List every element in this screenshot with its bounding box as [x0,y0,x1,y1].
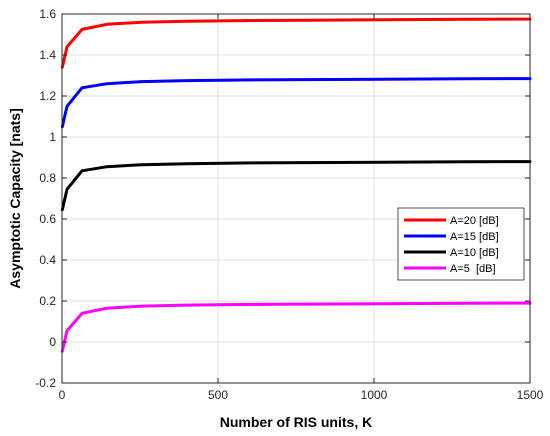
legend-entry: A=15 [dB] [450,231,499,243]
y-tick-label: 0 [49,335,56,349]
y-tick-label: 1.2 [39,89,56,103]
series-line-4 [60,301,532,353]
series-line-1 [60,17,532,69]
y-tick-label: 1.6 [39,7,56,21]
plot-frame [61,13,531,384]
series-line-3 [60,160,532,212]
ticks: -0.200.20.40.60.811.21.41.60 500 1000 1500 [35,7,543,402]
legend: A=20 [dB] A=15 [dB] A=10 [dB] A=5 [dB] [397,207,525,281]
y-axis-label: Asymptotic Capacity [nats] [7,108,23,288]
series-lines [60,17,532,353]
x-tick-label: 500 [208,388,228,402]
y-tick-label: 0.2 [39,294,56,308]
x-axis-label: Number of RIS units, K [220,414,372,430]
y-tick-label: 0.8 [39,171,56,185]
y-tick-label: 0.4 [39,253,56,267]
series-line-2 [60,77,532,129]
x-tick-label: 0 [59,388,66,402]
y-tick-label: 1 [49,130,56,144]
legend-entry: A=20 [dB] [450,215,499,227]
grid [61,13,531,384]
legend-entry: A=10 [dB] [450,247,499,259]
legend-entry: A=5 [dB] [450,263,496,275]
y-tick-label: -0.2 [35,376,56,390]
y-tick-label: 1.4 [39,48,56,62]
y-tick-label: 0.6 [39,212,56,226]
x-tick-label: 1000 [361,388,388,402]
x-tick-label: 1500 [517,388,544,402]
